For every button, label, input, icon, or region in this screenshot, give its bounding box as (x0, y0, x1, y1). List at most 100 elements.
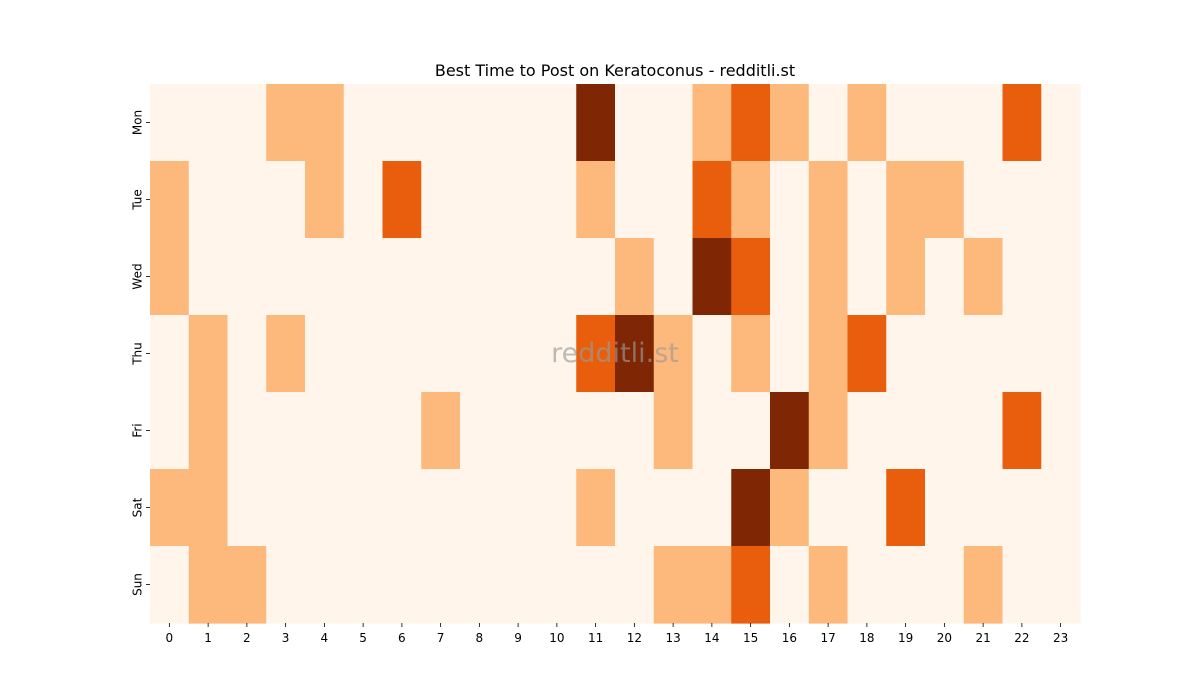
x-tick-label: 10 (549, 631, 564, 645)
heatmap-cell-wed-20 (925, 238, 965, 316)
heatmap-cell-sun-10 (537, 546, 577, 624)
x-tick-label: 9 (514, 631, 522, 645)
x-tick-label: 22 (1014, 631, 1029, 645)
heatmap-cell-sun-1 (188, 546, 229, 624)
heatmap-cell-sat-11 (576, 469, 616, 547)
heatmap-cell-fri-18 (847, 392, 887, 470)
heatmap-cell-tue-11 (576, 161, 616, 239)
heatmap-cell-sat-5 (343, 469, 384, 547)
x-tick-label: 14 (704, 631, 719, 645)
heatmap-cell-wed-1 (188, 238, 229, 316)
heatmap-cell-sun-3 (266, 546, 306, 624)
heatmap-cell-sun-20 (925, 546, 965, 624)
x-tick-label: 6 (398, 631, 406, 645)
heatmap-cell-mon-21 (963, 84, 1004, 162)
heatmap-cell-thu-18 (847, 315, 887, 393)
heatmap-cell-wed-14 (692, 238, 732, 316)
heatmap-cell-thu-14 (692, 315, 732, 393)
heatmap-cell-mon-2 (227, 84, 267, 162)
heatmap-cell-wed-16 (770, 238, 810, 316)
heatmap-cell-sun-8 (460, 546, 500, 624)
heatmap-cell-mon-13 (653, 84, 694, 162)
heatmap-cell-sun-21 (963, 546, 1004, 624)
heatmap-cell-wed-4 (305, 238, 345, 316)
heatmap-cell-mon-20 (925, 84, 965, 162)
heatmap-cell-fri-2 (227, 392, 267, 470)
heatmap-cell-fri-0 (150, 392, 190, 470)
heatmap-cell-fri-5 (343, 392, 384, 470)
heatmap-cell-tue-10 (537, 161, 577, 239)
heatmap-cell-thu-6 (382, 315, 422, 393)
heatmap-cell-sat-14 (692, 469, 732, 547)
heatmap-cell-sat-9 (498, 469, 539, 547)
heatmap-cell-thu-15 (731, 315, 771, 393)
heatmap-cell-mon-0 (150, 84, 190, 162)
heatmap-cell-mon-16 (770, 84, 810, 162)
heatmap-cell-mon-1 (188, 84, 229, 162)
heatmap-cell-sun-0 (150, 546, 190, 624)
heatmap-cell-sun-19 (886, 546, 926, 624)
x-tick-label: 12 (627, 631, 642, 645)
x-tick-label: 13 (665, 631, 680, 645)
y-tick-label: Sat (131, 497, 145, 517)
heatmap-cell-tue-1 (188, 161, 229, 239)
heatmap-cell-fri-3 (266, 392, 306, 470)
heatmap-cell-sun-7 (421, 546, 461, 624)
x-tick-label: 1 (204, 631, 212, 645)
heatmap-cell-thu-23 (1041, 315, 1081, 393)
heatmap-cell-fri-12 (615, 392, 655, 470)
heatmap-cell-mon-12 (615, 84, 655, 162)
heatmap-cell-sat-12 (615, 469, 655, 547)
heatmap-cell-thu-17 (808, 315, 849, 393)
heatmap-cell-thu-20 (925, 315, 965, 393)
heatmap-cell-mon-4 (305, 84, 345, 162)
y-tick-label: Sun (131, 573, 145, 596)
heatmap-cell-wed-19 (886, 238, 926, 316)
heatmap-cell-thu-10 (537, 315, 577, 393)
heatmap-cell-tue-21 (963, 161, 1004, 239)
heatmap-cell-mon-9 (498, 84, 539, 162)
heatmap-cell-tue-2 (227, 161, 267, 239)
x-tick-label: 23 (1053, 631, 1068, 645)
heatmap-cell-sat-21 (963, 469, 1004, 547)
heatmap-cell-thu-2 (227, 315, 267, 393)
x-tick-label: 15 (743, 631, 758, 645)
heatmap-cell-fri-15 (731, 392, 771, 470)
heatmap-cell-tue-14 (692, 161, 732, 239)
heatmap-cell-sat-4 (305, 469, 345, 547)
heatmap-cell-tue-17 (808, 161, 849, 239)
heatmap-cell-tue-19 (886, 161, 926, 239)
heatmap-cell-tue-18 (847, 161, 887, 239)
heatmap-cell-fri-16 (770, 392, 810, 470)
heatmap-cell-fri-11 (576, 392, 616, 470)
heatmap-cell-mon-15 (731, 84, 771, 162)
heatmap-cell-fri-20 (925, 392, 965, 470)
heatmap-cell-wed-11 (576, 238, 616, 316)
heatmap-cell-sat-7 (421, 469, 461, 547)
heatmap-cell-fri-1 (188, 392, 229, 470)
heatmap-cell-sat-10 (537, 469, 577, 547)
heatmap-cell-wed-6 (382, 238, 422, 316)
heatmap-cell-sun-9 (498, 546, 539, 624)
heatmap-cell-thu-22 (1002, 315, 1042, 393)
y-tick-label: Thu (131, 342, 145, 366)
heatmap-cell-tue-22 (1002, 161, 1042, 239)
heatmap-cell-sat-2 (227, 469, 267, 547)
heatmap-cell-fri-9 (498, 392, 539, 470)
heatmap-cell-sat-13 (653, 469, 694, 547)
heatmap-cell-thu-4 (305, 315, 345, 393)
heatmap-cell-sat-18 (847, 469, 887, 547)
heatmap-cell-sat-23 (1041, 469, 1081, 547)
heatmap-cell-tue-6 (382, 161, 422, 239)
heatmap-cell-sun-11 (576, 546, 616, 624)
x-tick-label: 19 (898, 631, 913, 645)
heatmap-cell-sat-16 (770, 469, 810, 547)
watermark: redditli.st (551, 338, 679, 369)
x-tick-label: 8 (476, 631, 484, 645)
heatmap-cell-sun-6 (382, 546, 422, 624)
heatmap-cell-wed-10 (537, 238, 577, 316)
heatmap-cell-fri-19 (886, 392, 926, 470)
heatmap-cell-sat-1 (188, 469, 229, 547)
heatmap-cell-wed-3 (266, 238, 306, 316)
